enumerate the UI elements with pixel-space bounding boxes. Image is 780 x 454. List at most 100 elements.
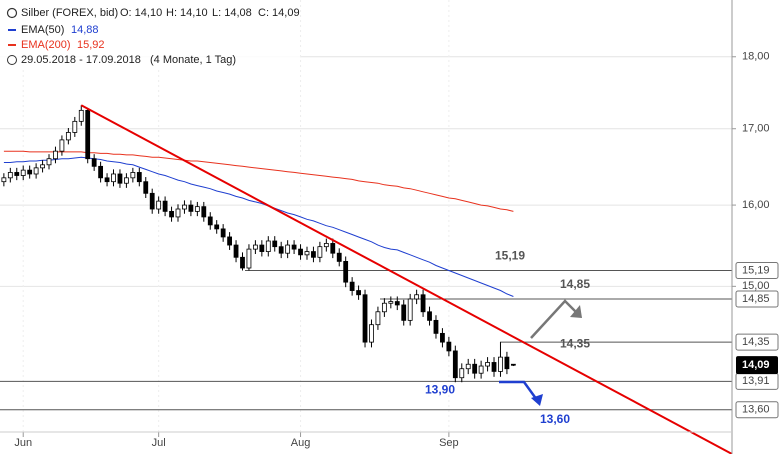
candle-body: [162, 200, 168, 212]
candle-body: [381, 302, 387, 313]
candle-body: [59, 139, 65, 152]
candle-body: [362, 294, 368, 343]
candle-body: [98, 165, 104, 179]
candle-body: [53, 150, 58, 160]
y-tick-label: 16,00: [742, 199, 770, 211]
candle-body: [330, 243, 336, 254]
trendline: [80, 104, 733, 454]
candle-body: [201, 206, 207, 218]
y-tick-label: 18,00: [742, 51, 770, 63]
candle-body: [124, 177, 129, 184]
candle-body: [498, 356, 503, 372]
x-tick-label: Aug: [291, 437, 311, 449]
scenario-arrow-down: [499, 380, 539, 401]
last-price-label: 14,09: [742, 359, 770, 371]
candle-body: [130, 172, 136, 179]
arrow-head: [531, 394, 543, 406]
candle-body: [446, 341, 452, 352]
candle-body: [252, 244, 258, 250]
candle-body: [194, 206, 200, 212]
level-label: 13,60: [742, 404, 770, 416]
candle-body: [407, 298, 413, 321]
annotation: 13,60: [540, 412, 570, 426]
candle-body: [117, 173, 123, 184]
candle-body: [1, 177, 7, 183]
candle-body: [259, 244, 265, 252]
candle-body: [452, 350, 458, 379]
candle-body: [78, 109, 84, 122]
candle-body: [182, 204, 187, 210]
candle-body: [323, 243, 329, 248]
ohlc: L: 14,08: [212, 7, 252, 19]
candle-body: [388, 301, 394, 304]
candle-body: [343, 261, 349, 283]
grid: Jun Jul Aug Sep: [0, 0, 732, 449]
candle-body: [246, 248, 252, 269]
candle-body: [233, 244, 239, 258]
ohlc: O: 14,10: [120, 7, 162, 19]
candle-body: [356, 290, 361, 296]
arrow-head: [570, 305, 582, 318]
legend-value: 15,92: [77, 39, 105, 51]
level-label: 14,85: [742, 293, 770, 305]
annotation: 15,19: [495, 249, 525, 263]
candle-body: [27, 169, 33, 175]
candle-body: [33, 167, 39, 175]
candle-body: [207, 216, 213, 226]
candle-body: [336, 252, 342, 262]
candle-body: [40, 164, 45, 169]
candle-body: [227, 236, 232, 246]
candle-body: [349, 281, 355, 291]
plot: 15,19 14,85 14,35 13,90 13,60: [1, 104, 733, 454]
level-box: [735, 333, 779, 351]
icon: [6, 7, 18, 19]
level-label: 14,35: [742, 336, 770, 348]
candle-body: [285, 244, 291, 254]
legend-value: 14,88: [71, 24, 99, 36]
candle-body: [188, 204, 194, 212]
candle-body: [472, 363, 478, 374]
candle-body: [278, 246, 284, 254]
y-tick-label: 17,00: [742, 123, 770, 135]
candle-body: [317, 246, 323, 258]
candle-body: [214, 224, 220, 230]
candle-body: [427, 311, 432, 321]
header: Silber (FOREX, bid) O: 14,10 H: 14,10 L:…: [0, 0, 300, 70]
ohlc: C: 14,09: [258, 7, 300, 19]
candle-body: [72, 120, 78, 133]
candle-body: [414, 294, 420, 300]
candle-body: [375, 311, 381, 326]
candle-body: [14, 172, 20, 176]
title: Silber (FOREX, bid): [21, 7, 118, 19]
candle-body: [401, 304, 407, 321]
candle-body: [459, 368, 465, 379]
candle-body: [111, 173, 116, 183]
candle-body: [220, 228, 226, 238]
candle-body: [478, 365, 484, 374]
candle-body: [149, 192, 155, 210]
date-range: 29.05.2018 - 17.09.2018: [21, 54, 141, 66]
period: (4 Monate, 1 Tag): [150, 54, 236, 66]
candle-body: [65, 132, 71, 141]
legend-label: EMA(50): [21, 24, 64, 36]
x-tick-label: Sep: [439, 437, 459, 449]
candle-body: [291, 244, 297, 250]
candle-body: [440, 332, 445, 343]
price-axis: 15,00 16,00 17,00 18,00 15,19 14,85 14,35 13,91…: [732, 51, 779, 419]
x-tick-label: Jun: [14, 437, 32, 449]
candle-body: [169, 210, 174, 218]
candle-body: [240, 256, 245, 269]
candle-body: [136, 172, 142, 183]
annotation: 14,35: [560, 336, 590, 350]
candle-body: [104, 177, 110, 183]
candle-body: [7, 172, 13, 179]
clock-icon: [7, 55, 17, 65]
candle-body: [491, 362, 497, 372]
last-price-box: [736, 356, 778, 375]
ohlc: H: 14,10: [166, 7, 208, 19]
level-box: [735, 261, 779, 279]
header-bg: [0, 0, 300, 70]
level-box: [735, 290, 779, 308]
